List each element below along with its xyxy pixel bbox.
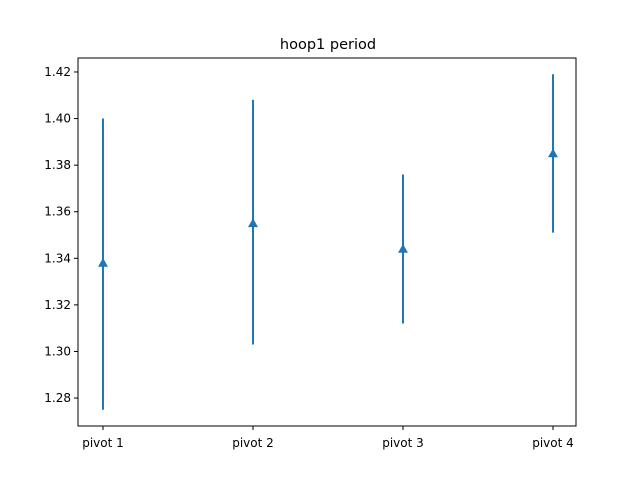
y-tick-label: 1.40 — [44, 112, 71, 126]
y-tick-label: 1.38 — [44, 158, 71, 172]
y-tick-label: 1.28 — [44, 391, 71, 405]
y-tick-label: 1.42 — [44, 65, 71, 79]
data-point-marker — [398, 243, 408, 253]
y-tick-label: 1.34 — [44, 251, 71, 265]
data-point-marker — [548, 148, 558, 158]
data-point-marker — [98, 257, 108, 267]
x-tick-label: pivot 3 — [382, 436, 424, 450]
plot-area: 1.28 1.30 1.32 1.34 1.36 1.38 1.40 1.42 pivot 1 p… — [44, 65, 574, 450]
data-point-marker — [248, 218, 258, 228]
y-tick-label: 1.36 — [44, 205, 71, 219]
y-tick-label: 1.30 — [44, 344, 71, 358]
x-tick-label: pivot 4 — [532, 436, 574, 450]
x-tick-label: pivot 2 — [232, 436, 274, 450]
chart-title: hoop1 period — [280, 37, 376, 53]
x-tick-label: pivot 1 — [82, 436, 124, 450]
y-tick-label: 1.32 — [44, 298, 71, 312]
axes-frame — [77, 57, 577, 427]
